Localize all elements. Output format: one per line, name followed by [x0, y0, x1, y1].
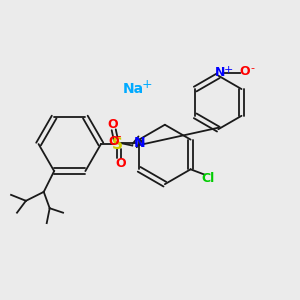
- Text: O: O: [240, 65, 250, 78]
- Text: O: O: [109, 135, 119, 148]
- Text: -: -: [117, 130, 121, 143]
- Text: O: O: [107, 118, 118, 131]
- Text: +: +: [142, 78, 152, 91]
- Text: N: N: [134, 136, 146, 150]
- Text: Na: Na: [123, 82, 144, 96]
- Text: O: O: [115, 157, 126, 170]
- Text: N: N: [215, 66, 225, 79]
- Text: S: S: [112, 136, 123, 152]
- Text: +: +: [224, 65, 233, 75]
- Text: Cl: Cl: [202, 172, 215, 185]
- Text: -: -: [250, 63, 254, 73]
